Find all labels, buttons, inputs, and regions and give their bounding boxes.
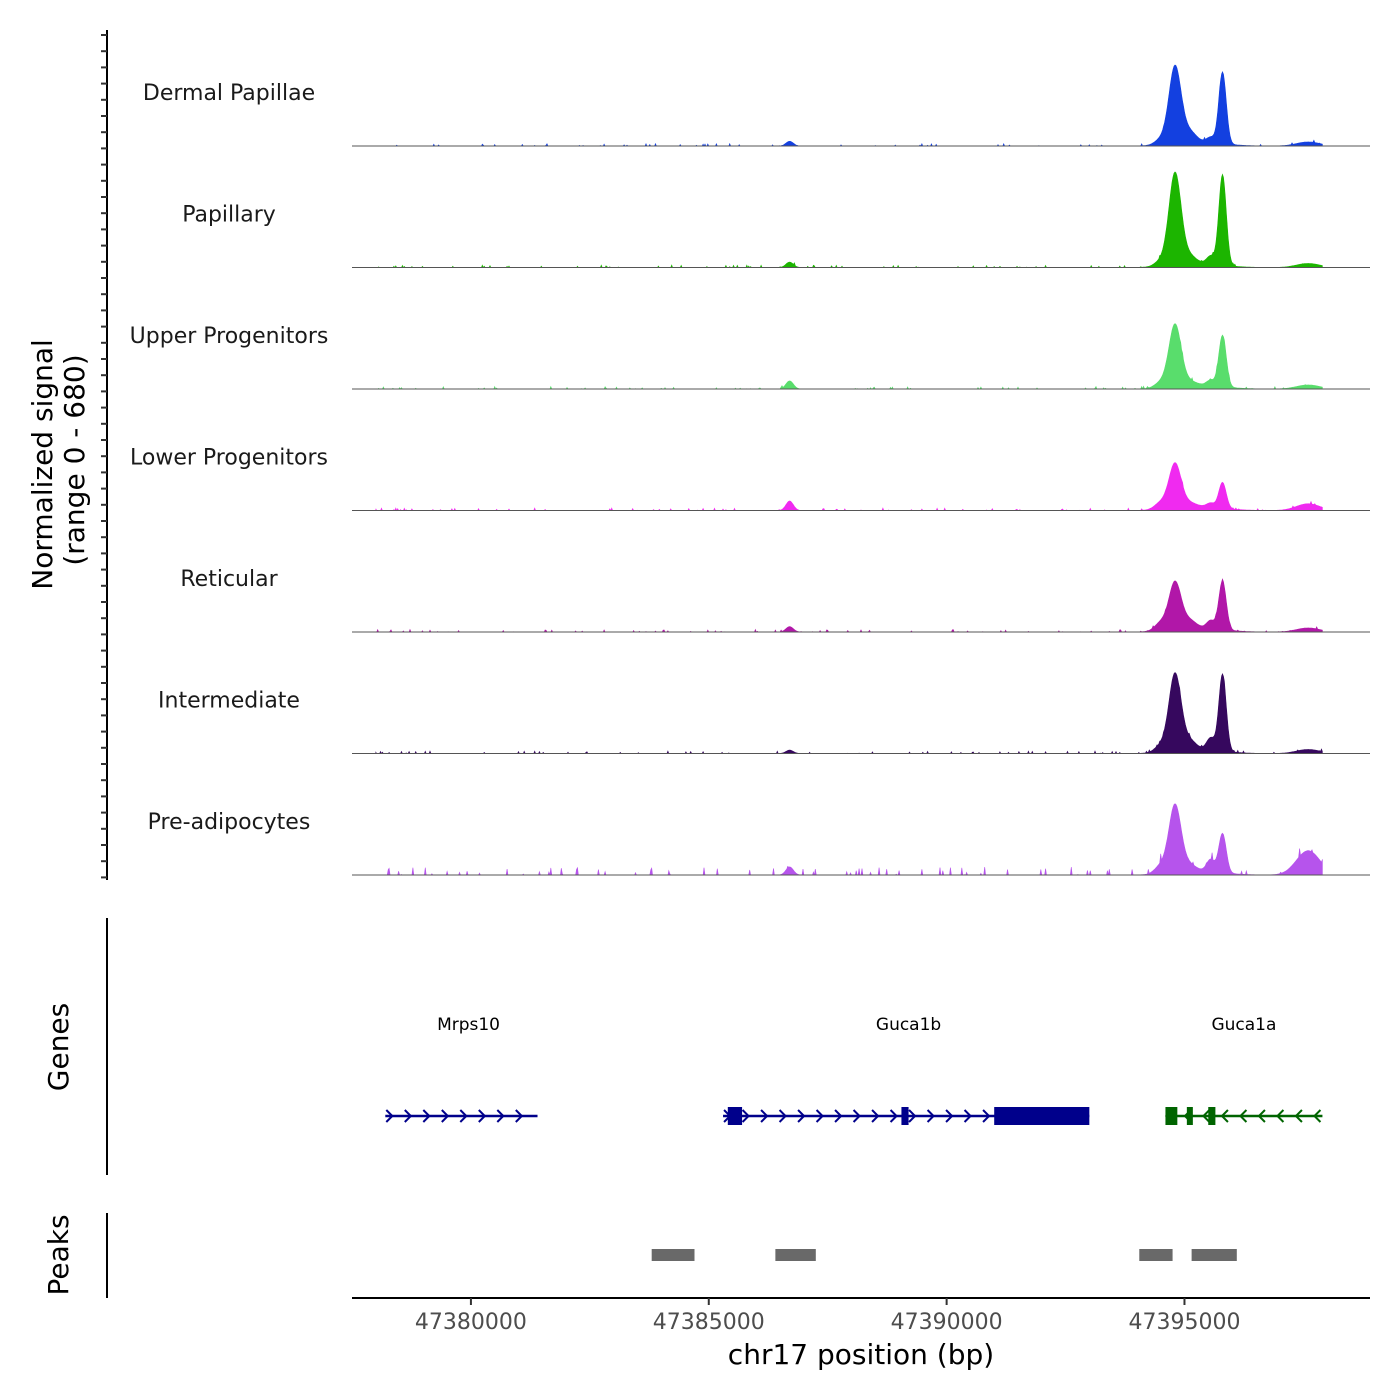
genes-label: Genes — [42, 1003, 75, 1091]
peak-region — [1139, 1249, 1173, 1261]
strand-chevron — [741, 1109, 750, 1123]
gene-label: Mrps10 — [437, 1015, 500, 1035]
gene-model: Guca1b — [723, 1015, 1090, 1125]
strand-chevron — [422, 1109, 431, 1123]
x-tick-label: 47385000 — [653, 1310, 765, 1335]
coverage-y-ticks — [101, 34, 107, 879]
strand-chevron — [908, 1109, 917, 1123]
coverage-area — [375, 578, 1323, 633]
strand-chevron — [871, 1109, 880, 1123]
strand-chevron — [982, 1109, 991, 1123]
exon-block — [901, 1107, 909, 1125]
strand-chevron — [1294, 1109, 1303, 1123]
strand-chevron — [889, 1109, 898, 1123]
gene-model: Guca1a — [1165, 1015, 1323, 1125]
exon-block — [727, 1107, 743, 1125]
strand-chevron — [926, 1109, 935, 1123]
track-label: Pre-adipocytes — [148, 810, 311, 835]
track-label: Intermediate — [158, 689, 300, 714]
x-axis-title: chr17 position (bp) — [728, 1338, 994, 1371]
strand-chevron — [797, 1109, 806, 1123]
peak-region — [775, 1249, 816, 1261]
exon-block — [1165, 1107, 1178, 1125]
peak-region — [651, 1249, 695, 1261]
gene-label: Guca1a — [1211, 1015, 1276, 1035]
coverage-area — [375, 462, 1323, 512]
coverage-track: Intermediate — [158, 672, 1370, 755]
track-label: Papillary — [182, 203, 276, 228]
exon-block — [1186, 1107, 1193, 1125]
strand-chevron — [404, 1109, 413, 1123]
coverage-track: Dermal Papillae — [143, 64, 1370, 147]
coverage-track: Papillary — [182, 171, 1370, 269]
strand-chevron — [441, 1109, 450, 1123]
coverage-track: Reticular — [180, 567, 1370, 633]
strand-chevron — [815, 1109, 824, 1123]
strand-chevron — [778, 1109, 787, 1123]
strand-chevron — [515, 1109, 524, 1123]
track-label: Dermal Papillae — [143, 81, 315, 106]
track-label: Reticular — [180, 567, 278, 592]
exon-block — [994, 1107, 1090, 1125]
strand-chevron — [760, 1109, 769, 1123]
strand-chevron — [1276, 1109, 1285, 1123]
strand-chevron — [1220, 1109, 1229, 1123]
exon-block — [1208, 1107, 1216, 1125]
strand-chevron — [1313, 1109, 1322, 1123]
x-tick-label: 47380000 — [415, 1310, 527, 1335]
coverage-area — [375, 64, 1323, 147]
strand-chevron — [945, 1109, 954, 1123]
x-tick-label: 47395000 — [1128, 1310, 1240, 1335]
coverage-area — [375, 803, 1323, 876]
gene-model: Mrps10 — [385, 1015, 538, 1123]
coverage-track: Lower Progenitors — [130, 446, 1370, 512]
x-axis-ticks: 47380000 47385000 47390000 47395000 — [415, 1298, 1240, 1335]
strand-chevron — [852, 1109, 861, 1123]
peaks-track — [651, 1249, 1237, 1261]
genes-track: Mrps10 Guca1b Guca1a — [385, 1015, 1323, 1125]
coverage-area — [375, 171, 1323, 269]
coverage-track: Upper Progenitors — [130, 323, 1370, 390]
coverage-area — [375, 323, 1323, 390]
track-label: Lower Progenitors — [130, 446, 328, 471]
peaks-label: Peaks — [42, 1214, 75, 1295]
strand-chevron — [963, 1109, 972, 1123]
coverage-tracks: Dermal Papillae Papillary Upper Progenitor… — [130, 64, 1370, 876]
strand-chevron — [459, 1109, 468, 1123]
coverage-ylabel: Normalized signal (range 0 - 680) — [26, 330, 91, 589]
strand-chevron — [834, 1109, 843, 1123]
strand-chevron — [1257, 1109, 1266, 1123]
strand-chevron — [1239, 1109, 1248, 1123]
strand-chevron — [1202, 1109, 1211, 1123]
peak-region — [1191, 1249, 1237, 1261]
strand-chevron — [385, 1109, 394, 1123]
strand-chevron — [496, 1109, 505, 1123]
x-tick-label: 47390000 — [891, 1310, 1003, 1335]
gene-label: Guca1b — [876, 1015, 941, 1035]
track-label: Upper Progenitors — [130, 324, 329, 349]
coverage-track: Pre-adipocytes — [148, 803, 1370, 876]
strand-chevron — [478, 1109, 487, 1123]
coverage-area — [375, 672, 1323, 755]
